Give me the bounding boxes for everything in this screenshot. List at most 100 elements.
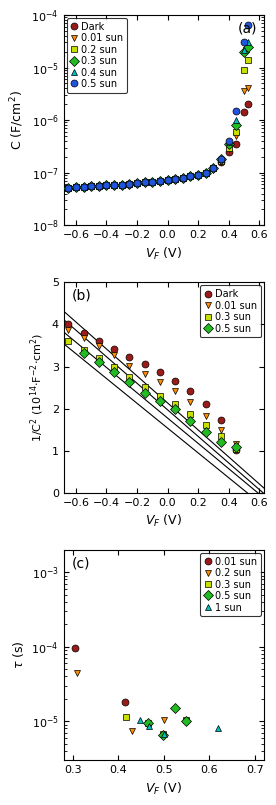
0.2 sun	[204, 167, 207, 177]
0.5 sun	[173, 704, 177, 713]
Dark	[197, 170, 200, 180]
Dark	[204, 398, 207, 408]
0.3 sun	[143, 178, 146, 188]
0.01 sun	[112, 180, 116, 190]
Dark	[135, 179, 139, 188]
Dark	[143, 360, 146, 369]
0.2 sun	[212, 163, 215, 173]
0.01 sun	[204, 411, 207, 421]
0.01 sun	[123, 697, 127, 707]
Y-axis label: C (F/cm$^2$): C (F/cm$^2$)	[8, 90, 26, 150]
0.5 sun	[158, 176, 161, 186]
Dark	[204, 167, 207, 177]
0.5 sun	[247, 20, 250, 30]
0.01 sun	[189, 398, 192, 407]
0.3 sun	[74, 182, 78, 192]
0.01 sun	[89, 181, 93, 191]
0.2 sun	[247, 55, 250, 64]
0.3 sun	[166, 175, 169, 184]
0.2 sun	[219, 155, 223, 165]
0.4 sun	[82, 182, 85, 192]
0.01 sun	[97, 341, 100, 351]
Dark	[82, 328, 85, 338]
0.5 sun	[112, 180, 116, 190]
0.4 sun	[212, 163, 215, 173]
0.2 sun	[174, 174, 177, 184]
0.4 sun	[158, 176, 161, 186]
0.01 sun	[143, 369, 146, 379]
Dark	[105, 180, 108, 190]
Dark	[242, 108, 246, 118]
0.5 sun	[219, 155, 223, 164]
0.5 sun	[161, 730, 164, 740]
0.3 sun	[105, 180, 108, 190]
Line: 0.3 sun: 0.3 sun	[65, 43, 252, 191]
0.3 sun	[181, 173, 184, 183]
Y-axis label: $\tau$ (s): $\tau$ (s)	[11, 641, 26, 670]
0.4 sun	[189, 171, 192, 181]
0.3 sun	[161, 729, 164, 738]
Dark	[89, 181, 93, 191]
0.3 sun	[143, 382, 146, 391]
1 sun	[162, 729, 165, 738]
Dark	[189, 171, 192, 181]
0.01 sun	[128, 361, 131, 370]
0.5 sun	[212, 163, 215, 173]
0.5 sun	[143, 388, 146, 398]
0.5 sun	[189, 416, 192, 426]
0.5 sun	[204, 427, 207, 436]
0.2 sun	[76, 667, 79, 677]
0.5 sun	[189, 171, 192, 181]
0.3 sun	[204, 419, 207, 429]
0.5 sun	[151, 177, 154, 187]
0.5 sun	[82, 349, 85, 358]
0.01 sun	[128, 179, 131, 188]
0.2 sun	[130, 725, 134, 735]
Dark	[158, 367, 161, 377]
0.01 sun	[151, 177, 154, 187]
0.5 sun	[174, 405, 177, 415]
0.3 sun	[89, 181, 93, 191]
Line: 0.2 sun: 0.2 sun	[65, 56, 252, 191]
0.2 sun	[197, 170, 200, 180]
X-axis label: $V_F$ (V): $V_F$ (V)	[145, 781, 182, 797]
0.2 sun	[67, 183, 70, 192]
0.01 sun	[235, 131, 238, 141]
0.3 sun	[67, 183, 70, 192]
0.5 sun	[135, 179, 139, 188]
0.4 sun	[143, 178, 146, 188]
0.2 sun	[74, 182, 78, 192]
0.3 sun	[128, 372, 131, 382]
0.2 sun	[143, 178, 146, 188]
1 sun	[139, 715, 142, 724]
1 sun	[147, 721, 151, 731]
Dark	[97, 181, 100, 191]
0.01 sun	[158, 378, 161, 387]
Dark	[120, 180, 123, 189]
0.2 sun	[112, 180, 116, 190]
0.3 sun	[189, 409, 192, 419]
0.5 sun	[74, 182, 78, 192]
0.3 sun	[184, 715, 187, 724]
0.3 sun	[212, 163, 215, 173]
0.4 sun	[105, 180, 108, 190]
Line: Dark: Dark	[65, 321, 240, 453]
0.3 sun	[97, 181, 100, 191]
0.5 sun	[219, 437, 223, 447]
Line: 0.5 sun: 0.5 sun	[80, 349, 240, 451]
0.01 sun	[158, 176, 161, 186]
0.2 sun	[162, 715, 165, 724]
0.3 sun	[242, 47, 246, 56]
Dark	[174, 174, 177, 184]
0.01 sun	[235, 440, 238, 449]
0.3 sun	[158, 391, 161, 401]
0.01 sun	[74, 182, 78, 192]
Dark	[227, 147, 230, 156]
0.5 sun	[181, 173, 184, 183]
Dark	[166, 175, 169, 184]
0.3 sun	[128, 179, 131, 188]
0.4 sun	[89, 181, 93, 191]
0.5 sun	[105, 180, 108, 190]
0.3 sun	[125, 712, 128, 721]
0.01 sun	[112, 350, 116, 360]
